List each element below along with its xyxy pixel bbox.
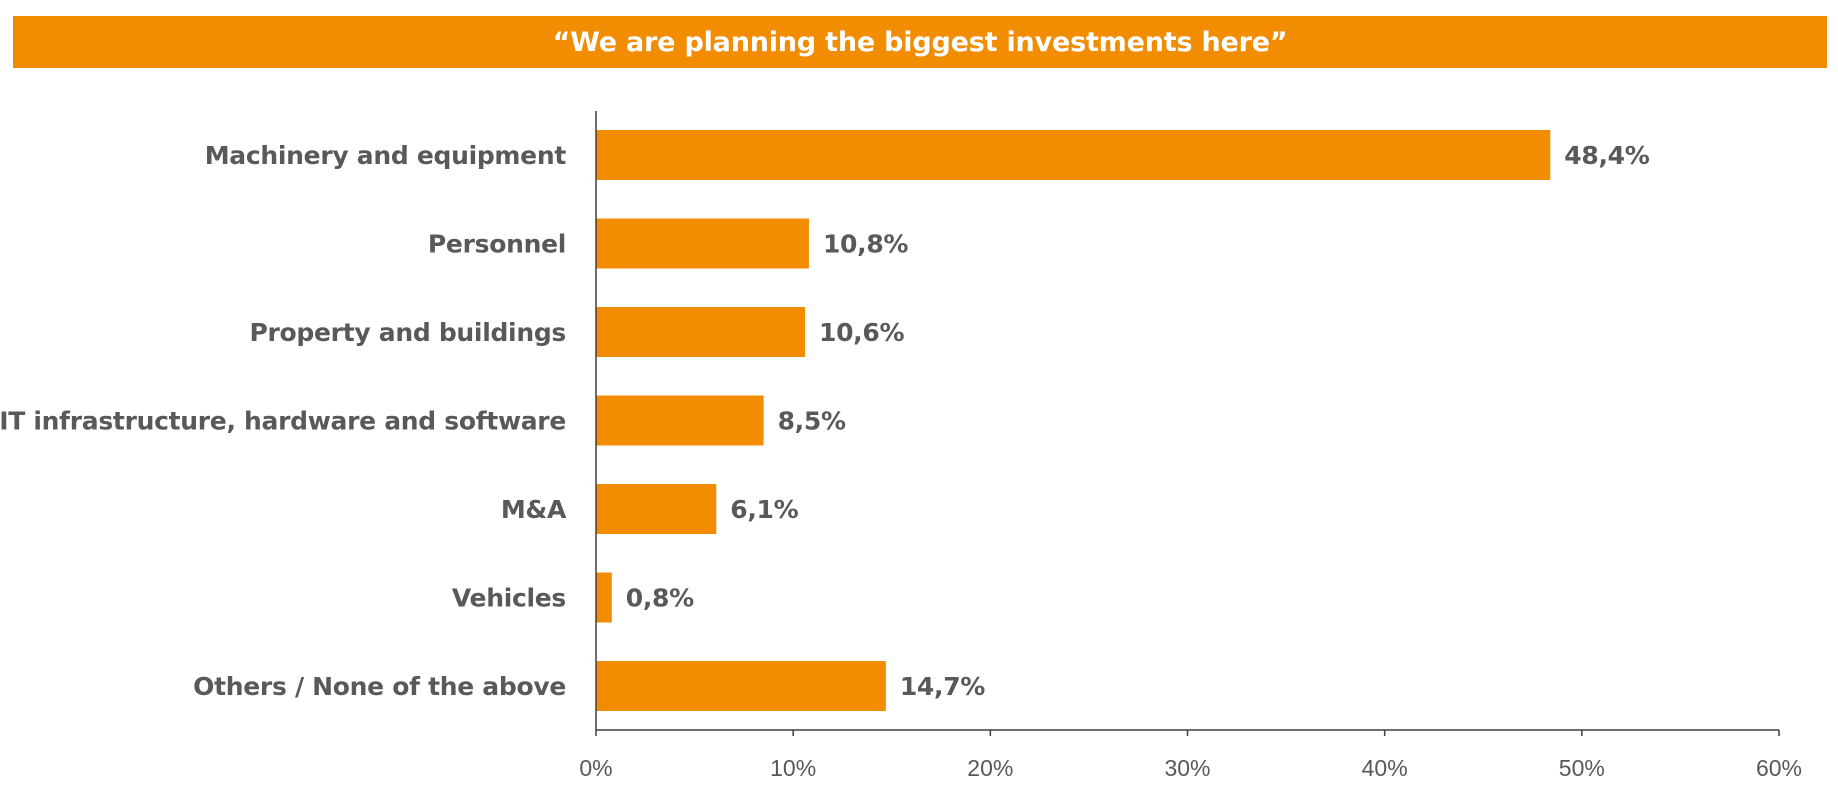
category-label: Machinery and equipment xyxy=(205,141,567,170)
category-label: IT infrastructure, hardware and software xyxy=(0,407,566,436)
category-label: Vehicles xyxy=(452,584,566,613)
bars-layer: Machinery and equipment 48,4% Personnel 10,… xyxy=(0,130,1650,711)
x-tick-label: 0% xyxy=(579,755,612,781)
bar-1 xyxy=(596,218,809,269)
value-label: 10,6% xyxy=(819,318,904,347)
value-label: 0,8% xyxy=(626,584,694,613)
x-tick-label: 20% xyxy=(967,755,1013,781)
value-label: 8,5% xyxy=(778,407,846,436)
category-label: Property and buildings xyxy=(250,318,567,347)
bar-4 xyxy=(596,484,717,534)
bar-2 xyxy=(596,307,805,357)
x-tick-label: 40% xyxy=(1362,755,1408,781)
category-label: Others / None of the above xyxy=(193,672,566,701)
category-label: M&A xyxy=(501,495,567,524)
axis-layer: 0% 10% 20% 30% 40% 50% 60% xyxy=(579,111,1802,781)
category-label: Personnel xyxy=(428,230,566,259)
bar-5 xyxy=(596,572,612,623)
x-tick-label: 10% xyxy=(770,755,816,781)
x-tick-label: 60% xyxy=(1756,755,1802,781)
x-tick-label: 30% xyxy=(1164,755,1210,781)
bar-3 xyxy=(596,395,764,446)
bar-0 xyxy=(596,130,1551,180)
bar-6 xyxy=(596,661,886,711)
chart-title-banner: “We are planning the biggest investments… xyxy=(13,16,1827,68)
value-label: 14,7% xyxy=(900,672,985,701)
value-label: 48,4% xyxy=(1564,141,1649,170)
chart-title: “We are planning the biggest investments… xyxy=(552,26,1288,58)
value-label: 10,8% xyxy=(823,230,908,259)
x-tick-label: 50% xyxy=(1559,755,1605,781)
value-label: 6,1% xyxy=(730,495,798,524)
